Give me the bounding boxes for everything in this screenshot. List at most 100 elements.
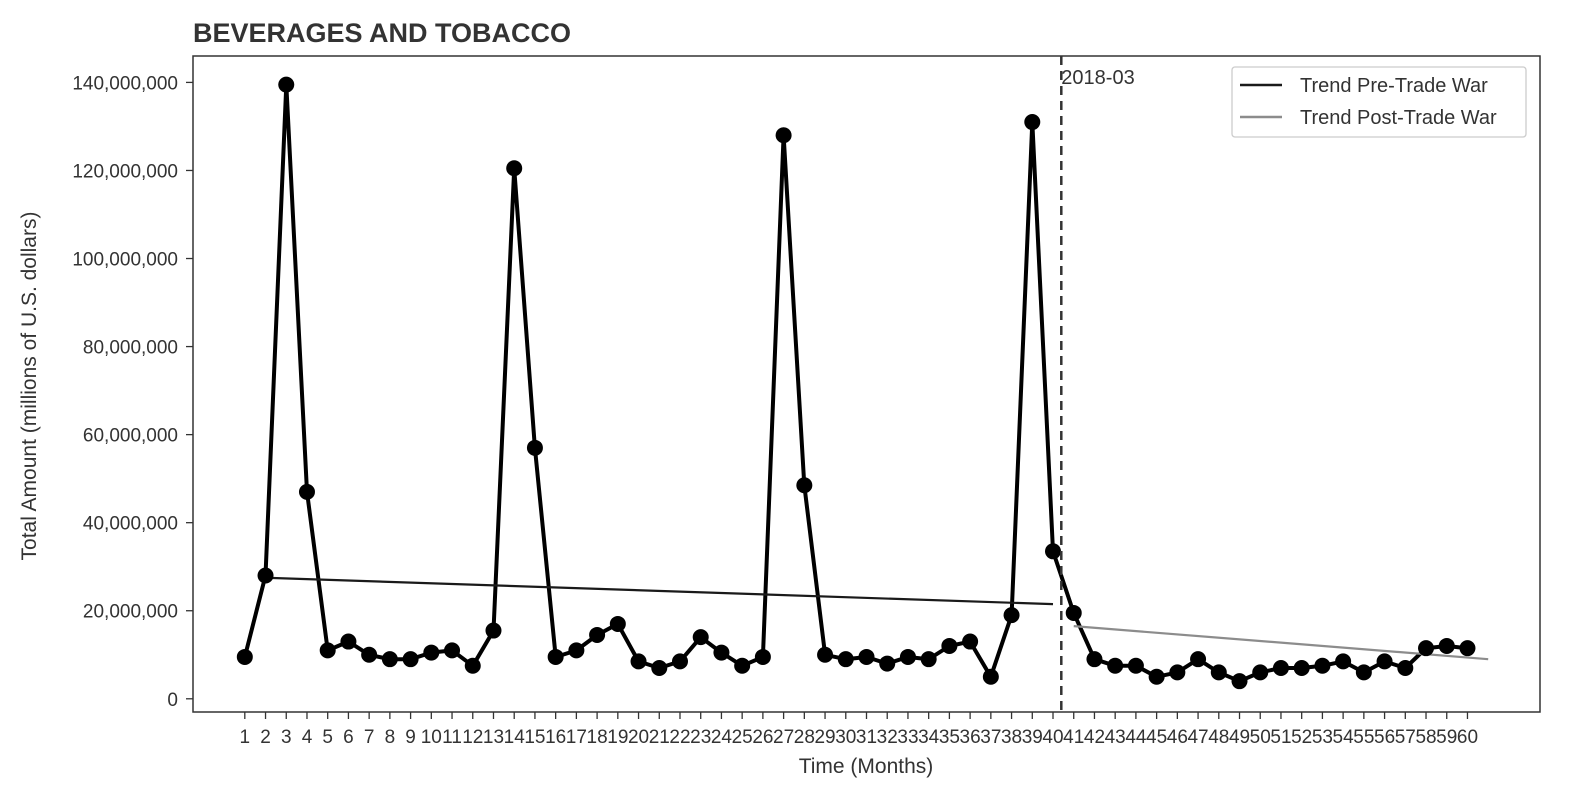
- legend-box: [1231, 66, 1527, 138]
- data-point: [1397, 659, 1414, 676]
- trend-line-post-trade-war: [1073, 625, 1489, 661]
- data-point: [630, 653, 647, 670]
- data-point: [278, 76, 295, 93]
- legend-label-pre-trade-war: Trend Pre-Trade War: [1300, 75, 1488, 97]
- data-point: [1231, 673, 1248, 690]
- data-point: [1252, 664, 1269, 681]
- data-point: [1190, 651, 1207, 668]
- data-point: [982, 668, 999, 685]
- x-tick-label: 50: [1250, 727, 1271, 748]
- x-tick-label: 23: [690, 727, 711, 748]
- x-tick-label: 26: [752, 727, 773, 748]
- x-tick-label: 18: [587, 727, 608, 748]
- data-point: [651, 659, 668, 676]
- x-tick-label: 13: [483, 727, 504, 748]
- data-point: [1024, 114, 1041, 131]
- x-tick-label: 31: [856, 727, 877, 748]
- data-point: [1003, 607, 1020, 624]
- x-axis-label: Time (Months): [799, 755, 934, 778]
- x-tick-label: 19: [607, 727, 628, 748]
- data-point: [899, 648, 916, 665]
- x-tick-label: 6: [343, 727, 354, 748]
- x-tick-label: 55: [1353, 727, 1374, 748]
- y-tick-label: 140,000,000: [72, 73, 178, 94]
- x-tick-label: 5: [322, 727, 333, 748]
- legend-label-post-trade-war: Trend Post-Trade War: [1300, 107, 1497, 129]
- data-point: [713, 644, 730, 661]
- data-point: [361, 646, 378, 663]
- series-line: [242, 82, 1468, 684]
- x-tick-label: 10: [421, 727, 442, 748]
- x-tick-label: 17: [566, 727, 587, 748]
- data-point: [754, 648, 771, 665]
- y-tick-label: 40,000,000: [83, 514, 178, 535]
- x-tick-label: 36: [960, 727, 981, 748]
- x-tick-label: 45: [1146, 727, 1167, 748]
- data-point: [1127, 657, 1144, 674]
- x-tick-label: 3: [281, 727, 292, 748]
- data-point: [858, 648, 875, 665]
- x-tick-label: 12: [462, 727, 483, 748]
- x-tick-label: 57: [1395, 727, 1416, 748]
- data-point: [444, 642, 461, 659]
- data-point: [1418, 640, 1435, 657]
- y-tick-label: 0: [167, 690, 178, 711]
- x-tick-label: 20: [628, 727, 649, 748]
- x-tick-label: 56: [1374, 727, 1395, 748]
- y-axis-label: Total Amount (millions of U.S. dollars): [18, 212, 41, 561]
- data-point: [1210, 664, 1227, 681]
- x-tick-label: 54: [1333, 727, 1355, 748]
- x-tick-label: 39: [1022, 727, 1043, 748]
- data-point: [1107, 657, 1124, 674]
- x-tick-label: 35: [939, 727, 960, 748]
- data-point: [236, 648, 253, 665]
- x-tick-label: 1: [240, 727, 251, 748]
- trend-line-pre-trade-war: [265, 576, 1054, 606]
- x-tick-label: 58: [1415, 727, 1436, 748]
- y-tick-label: 120,000,000: [72, 161, 178, 182]
- data-point: [1148, 668, 1165, 685]
- plot-area: 0 20,000,000 40,000,000 60,000,000 80,000,00…: [72, 55, 1541, 748]
- x-tick-label: 22: [669, 727, 690, 748]
- x-tick-label: 51: [1270, 727, 1291, 748]
- data-point: [775, 127, 792, 144]
- trade-war-marker-label: 2018-03: [1061, 67, 1134, 89]
- x-tick-label: 52: [1291, 727, 1312, 748]
- data-point: [257, 567, 274, 584]
- x-tick-label: 48: [1208, 727, 1229, 748]
- legend: Trend Pre-Trade War Trend Post-Trade War: [1231, 66, 1527, 138]
- y-tick-label: 20,000,000: [83, 602, 178, 623]
- x-tick-label: 4: [302, 727, 313, 748]
- plot-frame: [192, 55, 1541, 713]
- x-tick-label: 14: [504, 727, 526, 748]
- y-tick-label: 80,000,000: [83, 338, 178, 359]
- x-tick-label: 7: [364, 727, 375, 748]
- x-tick-label: 30: [835, 727, 856, 748]
- x-tick-label: 38: [1001, 727, 1022, 748]
- data-point: [1272, 659, 1289, 676]
- x-tick-label: 43: [1105, 727, 1126, 748]
- data-point: [319, 642, 336, 659]
- data-point: [506, 160, 523, 177]
- x-tick-label: 46: [1167, 727, 1188, 748]
- data-point: [1438, 637, 1455, 654]
- x-tick-label: 24: [711, 727, 733, 748]
- x-tick-label: 44: [1125, 727, 1147, 748]
- data-point: [962, 633, 979, 650]
- data-point: [298, 483, 315, 500]
- x-tick-label: 9: [405, 727, 416, 748]
- data-point: [941, 637, 958, 654]
- data-point: [485, 622, 502, 639]
- x-tick-label: 37: [980, 727, 1001, 748]
- data-point: [381, 651, 398, 668]
- x-tick-label: 47: [1187, 727, 1208, 748]
- data-point: [734, 657, 751, 674]
- x-tick-label: 16: [545, 727, 566, 748]
- x-tick-label: 32: [877, 727, 898, 748]
- data-point: [547, 648, 564, 665]
- data-point: [1459, 640, 1476, 657]
- chart-title: BEVERAGES AND TOBACCO: [193, 18, 571, 48]
- x-tick-label: 33: [897, 727, 918, 748]
- x-tick-label: 29: [814, 727, 835, 748]
